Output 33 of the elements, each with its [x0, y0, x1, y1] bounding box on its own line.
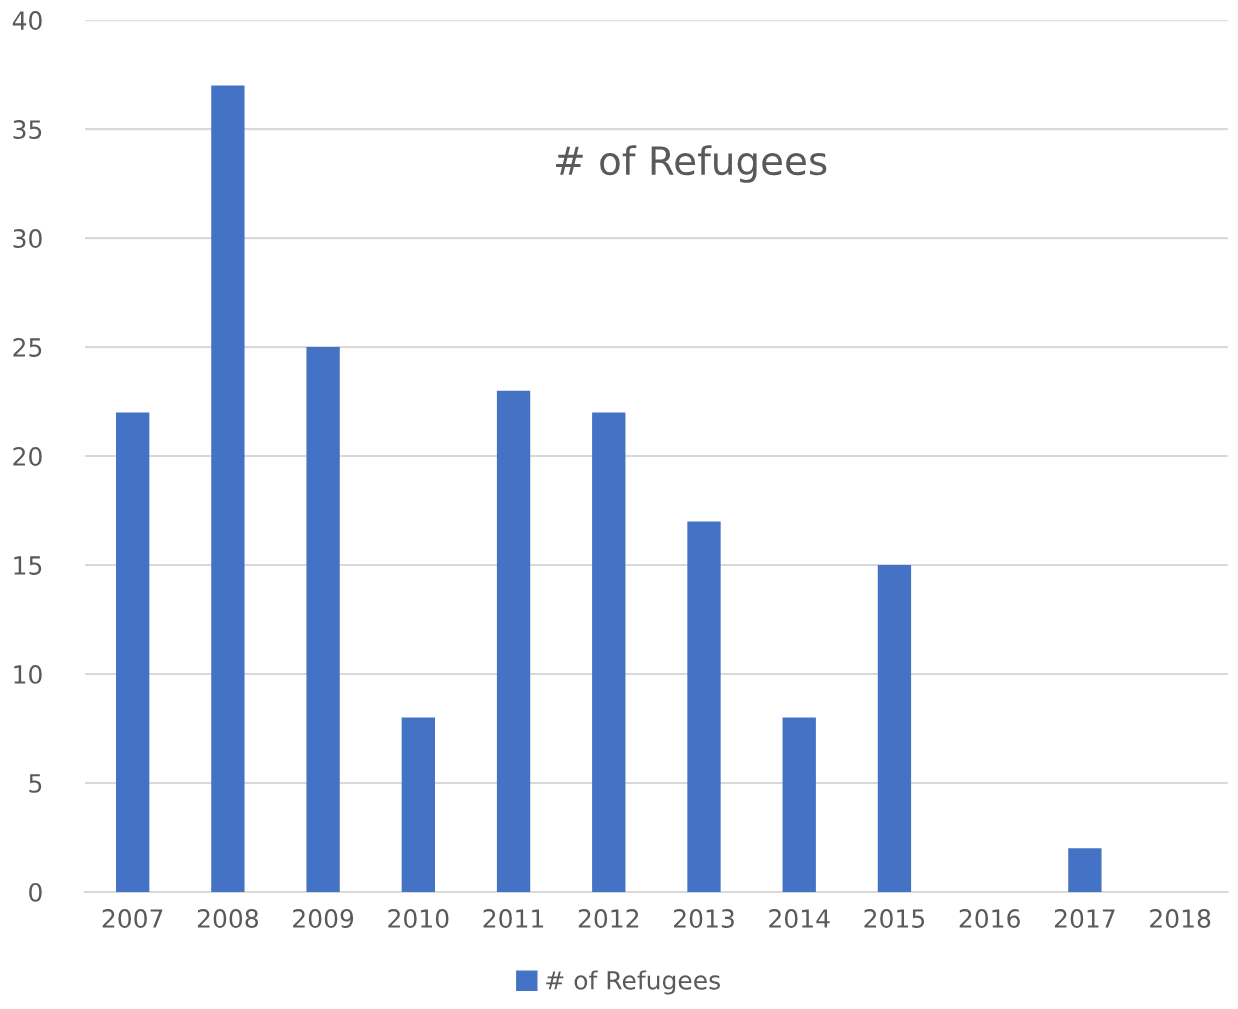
x-tick-label: 2012 — [578, 909, 639, 928]
y-tick-label: 25 — [13, 338, 42, 357]
x-tick-label: 2009 — [293, 909, 354, 928]
bar — [782, 717, 816, 892]
y-tick-label: 20 — [13, 447, 42, 466]
bar — [592, 412, 626, 892]
y-tick-label: 15 — [14, 556, 42, 575]
bar — [211, 85, 245, 892]
y-tick-label: 10 — [14, 664, 42, 684]
y-tick-label: 5 — [29, 774, 42, 793]
text: # of Refugees — [556, 145, 827, 183]
x-tick-label: 2015 — [864, 909, 925, 928]
bar — [877, 565, 912, 892]
x-tick-label: 2008 — [197, 909, 258, 928]
bar — [116, 412, 150, 892]
bar — [1068, 848, 1102, 892]
x-tick-label: 2013 — [674, 909, 734, 928]
bar — [401, 717, 435, 892]
x-tick-label: 2010 — [388, 909, 449, 928]
x-tick-label: 2014 — [769, 909, 830, 928]
bar — [306, 347, 340, 892]
bar — [687, 521, 721, 892]
x-tick-label: 2007 — [102, 909, 163, 928]
y-tick-label: 40 — [12, 11, 42, 31]
x-tick-label: 2018 — [1150, 909, 1211, 928]
legend-label: # of Refugees — [546, 970, 720, 995]
x-tick-label: 2016 — [959, 909, 1020, 928]
bar — [496, 390, 531, 892]
y-tick-label: 35 — [13, 120, 42, 140]
y-tick-label: 30 — [13, 229, 42, 248]
y-tick-label: 0 — [29, 882, 42, 902]
x-tick-label: 2017 — [1054, 909, 1115, 928]
x-tick-label: 2011 — [483, 909, 544, 928]
